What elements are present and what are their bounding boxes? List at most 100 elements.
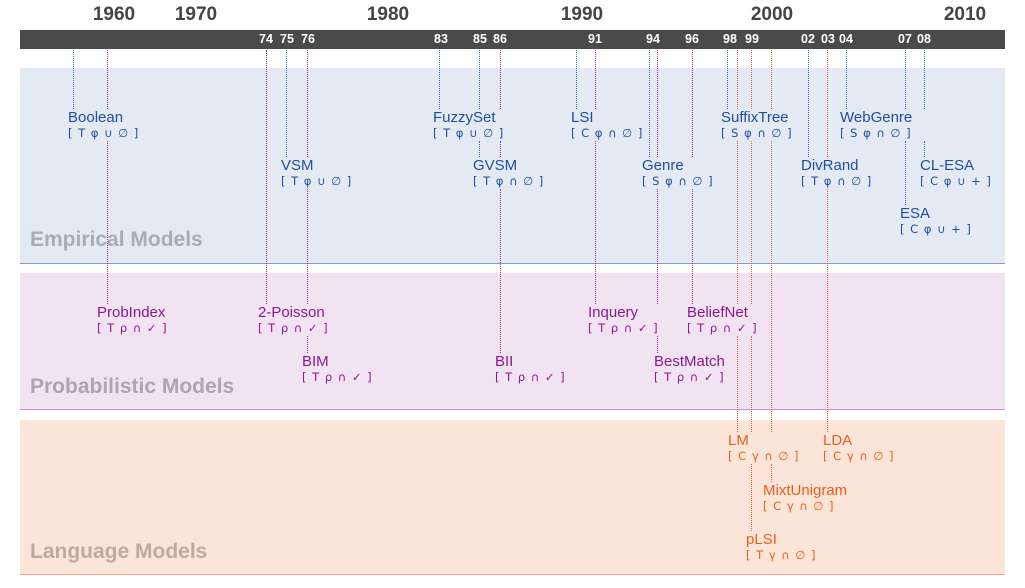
year-tick-76: 76 [301, 32, 315, 46]
model-node-cl-esa: CL-ESA [ C φ ∪ + ] [920, 157, 992, 188]
connector-line-probabilistic [657, 50, 658, 157]
model-node-esa: ESA [ C φ ∪ + ] [900, 205, 972, 236]
model-code: [ T ρ ∩ ✓ ] [302, 370, 373, 384]
model-code: [ T φ ∪ ∅ ] [433, 126, 505, 140]
model-node-bestmatch: BestMatch [ T ρ ∩ ✓ ] [654, 353, 725, 384]
model-name: FuzzySet [433, 109, 496, 126]
model-code: [ C φ ∪ + ] [900, 222, 972, 236]
model-name: BeliefNet [687, 304, 748, 321]
model-node-genre: Genre [ S φ ∩ ∅ ] [642, 157, 714, 188]
decade-label-2000: 2000 [750, 4, 794, 25]
model-code: [ S φ ∩ ∅ ] [642, 174, 714, 188]
model-node-webgenre: WebGenre [ S φ ∩ ∅ ] [840, 109, 912, 140]
model-name: LSI [571, 109, 594, 126]
model-name: CL-ESA [920, 157, 975, 174]
connector-line-empirical [439, 50, 440, 109]
model-node-mixtunigram: MixtUnigram [ C γ ∩ ∅ ] [763, 482, 847, 513]
year-tick-07: 07 [898, 32, 912, 46]
connector-line-empirical [727, 50, 728, 109]
band-empirical-models: Empirical Models [20, 68, 1005, 264]
model-node-fuzzyset: FuzzySet [ T φ ∪ ∅ ] [433, 109, 504, 140]
model-code: [ T ρ ∩ ✓ ] [654, 370, 725, 384]
connector-line-empirical [905, 50, 906, 109]
connector-line-probabilistic [692, 189, 693, 304]
model-code: [ S φ ∩ ∅ ] [721, 126, 793, 140]
decade-label-1980: 1980 [366, 4, 410, 25]
connector-line-empirical [924, 141, 925, 157]
connector-line-language [751, 336, 752, 432]
connector-line-language [737, 141, 738, 304]
model-node-lm: LM [ C γ ∩ ∅ ] [728, 432, 800, 463]
model-code: [ T ρ ∩ ✓ ] [588, 321, 659, 335]
year-tick-03: 03 [821, 32, 835, 46]
connector-line-probabilistic [107, 141, 108, 304]
year-tick-74: 74 [259, 32, 273, 46]
model-name: GVSM [473, 157, 518, 174]
model-node-vsm: VSM [ T φ ∪ ∅ ] [281, 157, 352, 188]
model-name: pLSI [746, 531, 777, 548]
connector-line-language [827, 50, 828, 157]
model-code: [ T γ ∩ ∅ ] [746, 548, 817, 562]
model-code: [ C φ ∪ + ] [920, 174, 992, 188]
year-tick-91: 91 [588, 32, 602, 46]
year-tick-85: 85 [473, 32, 487, 46]
model-node-2-poisson: 2-Poisson [ T ρ ∩ ✓ ] [258, 304, 329, 335]
connector-line-probabilistic [307, 189, 308, 304]
model-code: [ T φ ∪ ∅ ] [281, 174, 353, 188]
model-node-gvsm: GVSM [ T φ ∩ ∅ ] [473, 157, 544, 188]
year-tick-08: 08 [917, 32, 931, 46]
connector-line-probabilistic [307, 50, 308, 157]
year-tick-96: 96 [685, 32, 699, 46]
year-tick-83: 83 [434, 32, 448, 46]
model-code: [ T φ ∩ ∅ ] [473, 174, 545, 188]
model-name: MixtUnigram [763, 482, 848, 499]
decade-label-1960: 1960 [92, 4, 136, 25]
model-name: ProbIndex [97, 304, 166, 321]
connector-line-empirical [846, 50, 847, 109]
connector-line-language [771, 141, 772, 432]
connector-line-empirical [905, 141, 906, 205]
connector-line-empirical [576, 50, 577, 109]
model-code: [ C γ ∩ ∅ ] [823, 449, 895, 463]
model-node-bim: BIM [ T ρ ∩ ✓ ] [302, 353, 373, 384]
model-name: ESA [900, 205, 931, 222]
connector-line-probabilistic [595, 141, 596, 304]
year-tick-04: 04 [839, 32, 853, 46]
model-node-suffixtree: SuffixTree [ S φ ∩ ∅ ] [721, 109, 793, 140]
year-tick-98: 98 [723, 32, 737, 46]
year-tick-86: 86 [493, 32, 507, 46]
decade-label-1970: 1970 [174, 4, 218, 25]
model-code: [ T ρ ∩ ✓ ] [97, 321, 168, 335]
timeline-bar [20, 30, 1005, 49]
connector-line-probabilistic [266, 50, 267, 304]
model-node-boolean: Boolean [ T φ ∪ ∅ ] [68, 109, 139, 140]
model-name: BII [495, 353, 514, 370]
connector-line-language [827, 189, 828, 432]
connector-line-probabilistic [500, 50, 501, 109]
model-name: SuffixTree [721, 109, 789, 126]
model-node-probindex: ProbIndex [ T ρ ∩ ✓ ] [97, 304, 168, 335]
connector-line-probabilistic [692, 50, 693, 157]
model-node-lsi: LSI [ C φ ∩ ∅ ] [571, 109, 643, 140]
connector-line-language [751, 464, 752, 531]
decade-label-2010: 2010 [943, 4, 987, 25]
connector-line-probabilistic [657, 189, 658, 304]
connector-line-language [737, 50, 738, 109]
band-title-empirical: Empirical Models [30, 228, 203, 251]
model-node-inquery: Inquery [ T ρ ∩ ✓ ] [588, 304, 659, 335]
connector-line-language [737, 336, 738, 432]
model-name: WebGenre [840, 109, 913, 126]
model-name: DivRand [801, 157, 859, 174]
connector-line-probabilistic [500, 141, 501, 157]
model-code: [ T φ ∪ ∅ ] [68, 126, 140, 140]
model-name: BIM [302, 353, 329, 370]
model-code: [ T ρ ∩ ✓ ] [495, 370, 566, 384]
model-name: VSM [281, 157, 314, 174]
model-node-plsi: pLSI [ T γ ∩ ∅ ] [746, 531, 817, 562]
year-tick-75: 75 [280, 32, 294, 46]
model-name: Inquery [588, 304, 639, 321]
model-name: Genre [642, 157, 684, 174]
model-name: BestMatch [654, 353, 725, 370]
connector-line-probabilistic [500, 189, 501, 353]
